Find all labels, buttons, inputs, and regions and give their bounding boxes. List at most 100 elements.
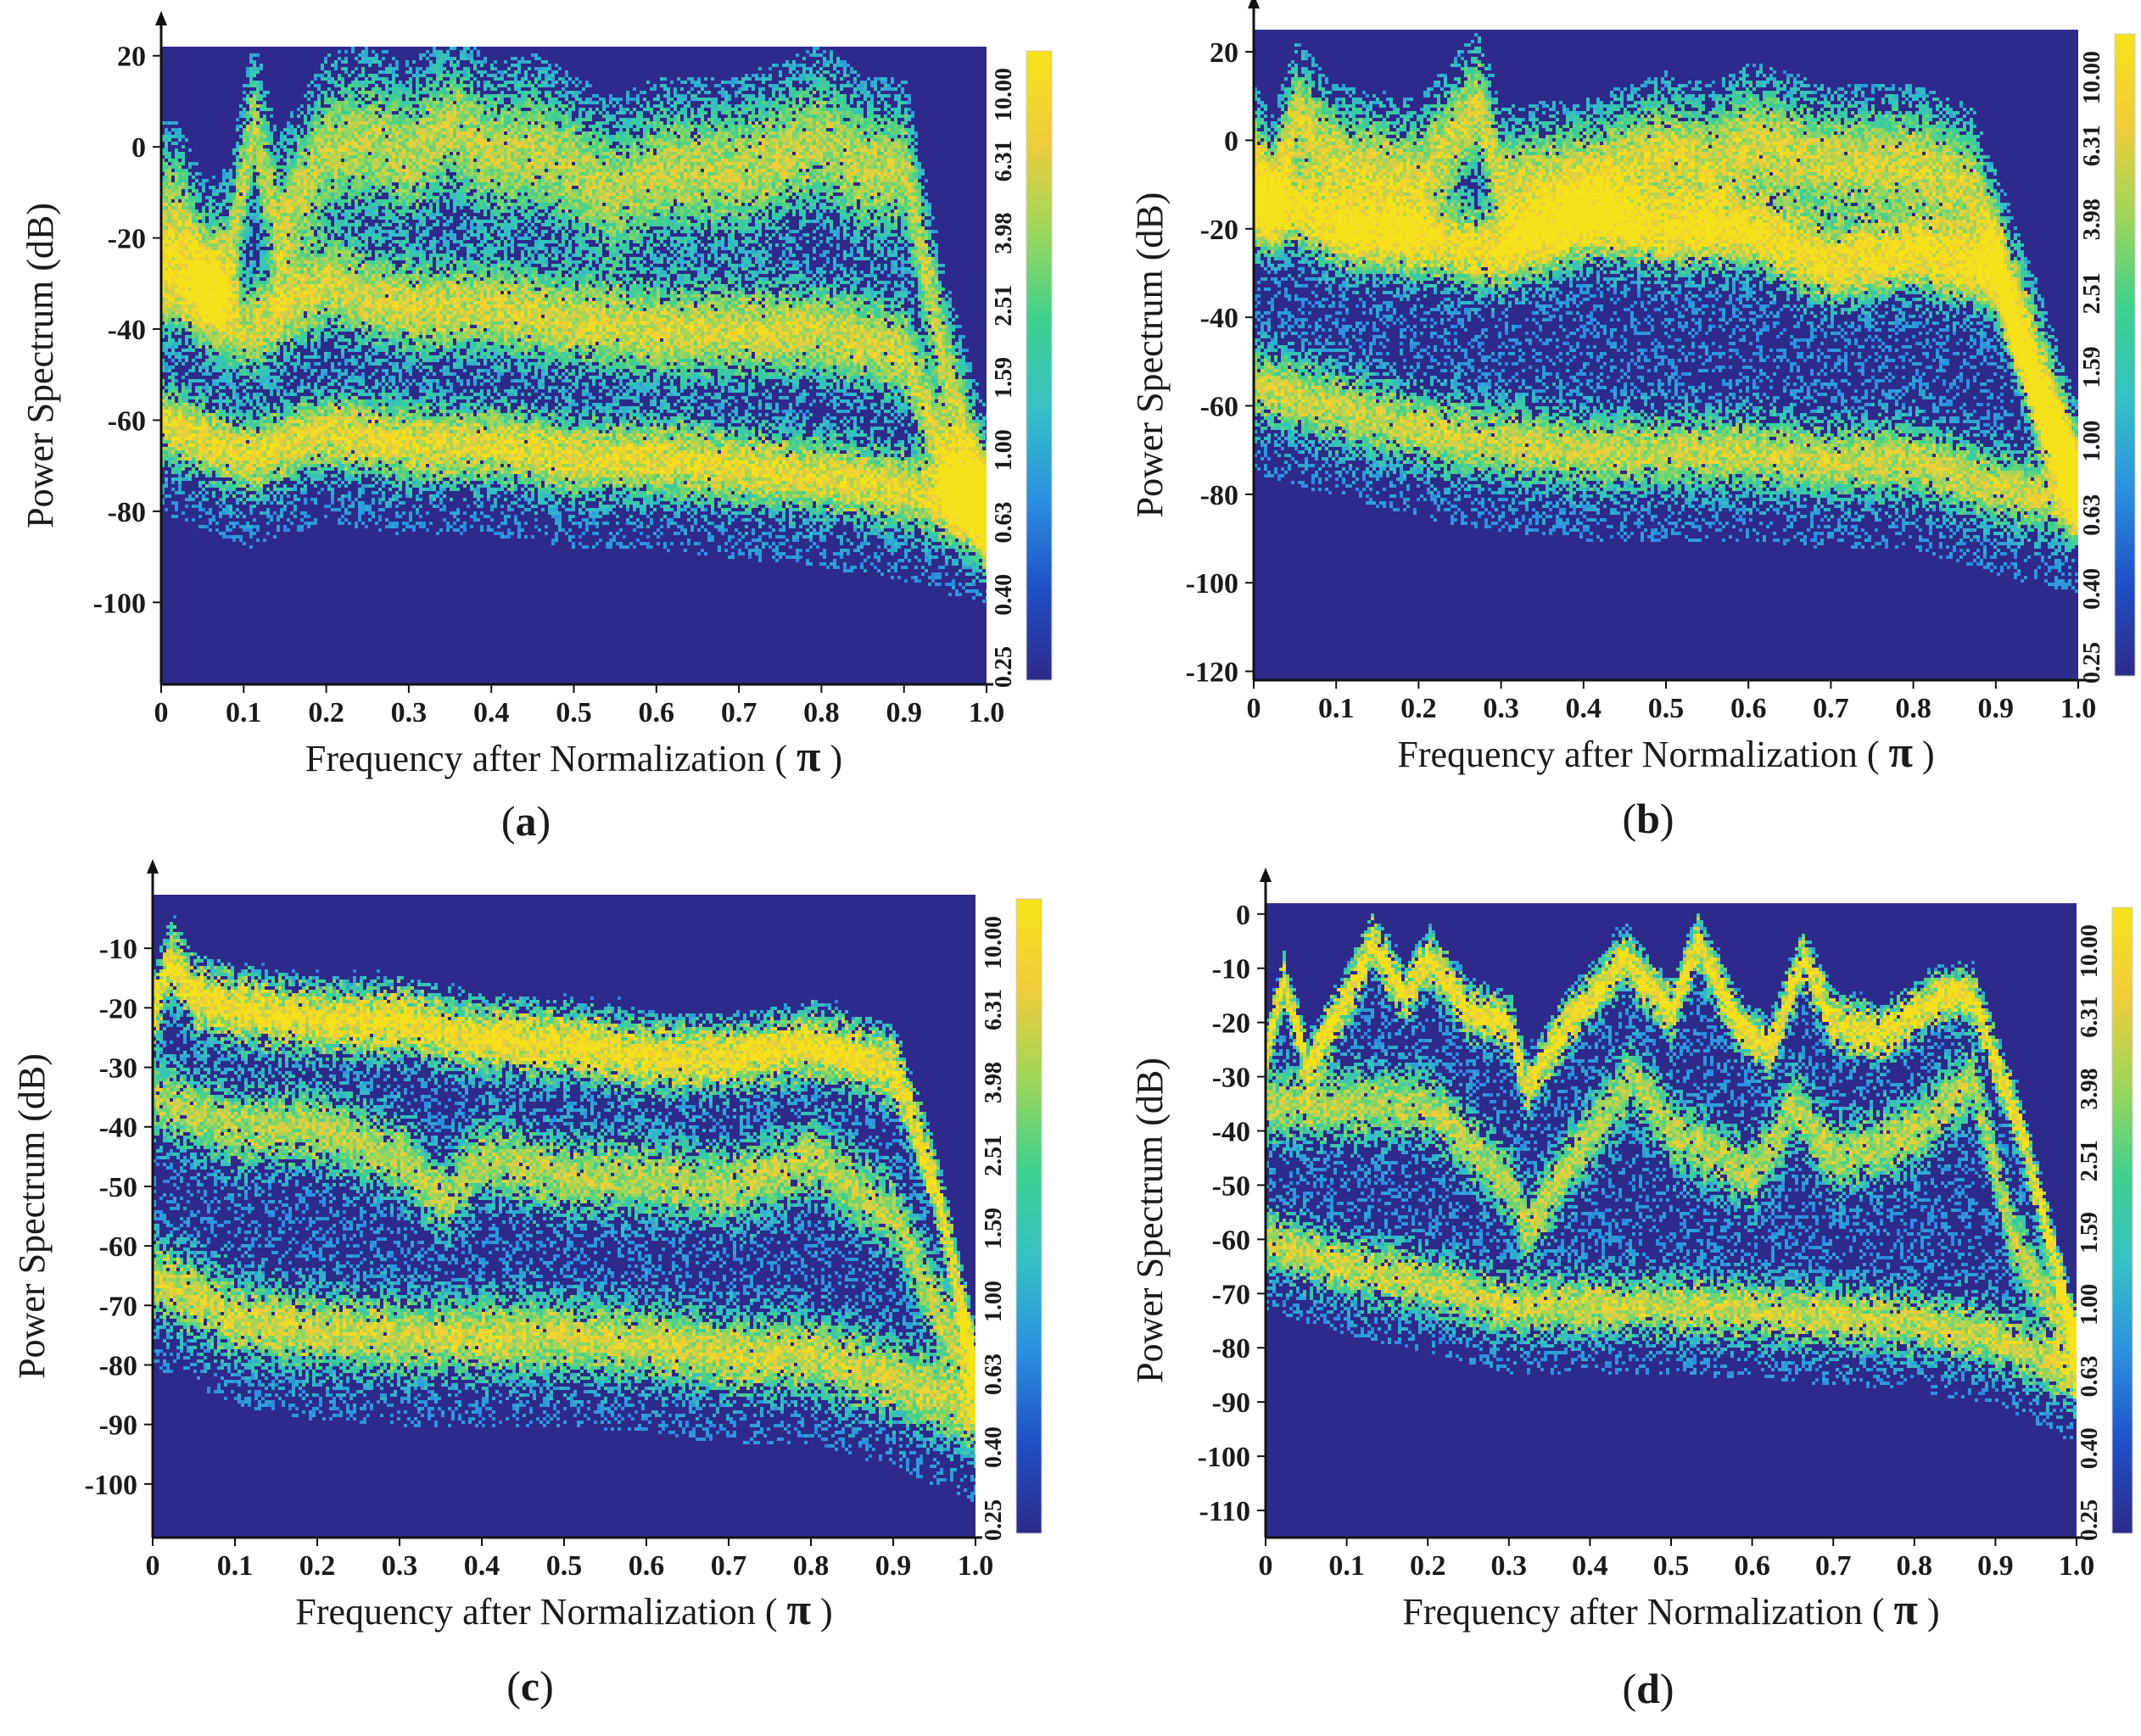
density-cell [188, 274, 192, 277]
density-cell [209, 237, 212, 240]
density-cell [338, 220, 341, 223]
density-cell [300, 430, 304, 433]
density-cell [256, 165, 260, 169]
density-cell [222, 416, 226, 420]
density-cell [165, 318, 168, 321]
density-cell [253, 420, 256, 423]
density-cell [334, 427, 338, 430]
density-cell [246, 393, 249, 396]
density-cell [229, 240, 232, 243]
density-cell [209, 338, 212, 342]
density-cell [229, 505, 232, 508]
density-cell [321, 437, 324, 440]
density-cell [205, 281, 209, 284]
density-cell [273, 494, 277, 498]
density-cell [188, 206, 192, 209]
density-cell [331, 315, 334, 318]
density-cell [219, 406, 222, 410]
density-cell [171, 416, 175, 420]
density-cell [324, 416, 327, 420]
density-cell [198, 410, 202, 413]
density-cell [270, 294, 273, 298]
density-cell [195, 430, 198, 433]
density-cell [256, 498, 260, 501]
density-cell [226, 494, 229, 498]
density-cell [280, 342, 283, 345]
density-cell [232, 287, 236, 291]
density-cell [178, 243, 182, 247]
density-cell [334, 193, 338, 196]
density-cell [324, 464, 327, 467]
density-cell [317, 118, 321, 121]
density-cell [253, 91, 256, 94]
density-cell [327, 159, 331, 162]
density-cell [293, 494, 297, 498]
density-cell [215, 284, 219, 287]
density-cell [300, 304, 304, 308]
density-cell [307, 233, 310, 237]
density-cell [310, 284, 314, 287]
density-cell [317, 84, 321, 87]
density-cell [321, 216, 324, 220]
density-cell [232, 328, 236, 332]
density-cell [229, 386, 232, 389]
density-cell [290, 186, 293, 189]
density-cell [192, 423, 195, 427]
density-cell [334, 64, 338, 67]
density-cell [297, 260, 300, 264]
density-cell [205, 318, 209, 321]
density-cell [260, 104, 263, 108]
density-cell [314, 328, 317, 332]
density-cell [249, 352, 253, 355]
density-cell [249, 444, 253, 447]
density-cell [229, 237, 232, 240]
density-cell [215, 444, 219, 447]
density-cell [331, 488, 334, 491]
density-cell [168, 257, 171, 260]
density-cell [324, 176, 327, 179]
density-cell [168, 193, 171, 196]
density-cell [263, 169, 266, 172]
density-cell [249, 450, 253, 454]
density-cell [314, 169, 317, 172]
density-cell [243, 186, 246, 189]
density-cell [178, 250, 182, 254]
density-cell [256, 125, 260, 128]
density-cell [270, 206, 273, 209]
density-cell [236, 359, 239, 362]
density-cell [198, 332, 202, 335]
density-cell [222, 484, 226, 488]
density-cell [307, 294, 310, 298]
density-cell [266, 237, 270, 240]
density-cell [307, 423, 310, 427]
density-cell [327, 389, 331, 393]
density-cell [185, 433, 188, 437]
density-cell [209, 291, 212, 294]
density-cell [236, 413, 239, 416]
density-cell [283, 335, 287, 338]
density-cell [192, 369, 195, 372]
density-cell [165, 193, 168, 196]
density-cell [195, 399, 198, 403]
density-cell [229, 274, 232, 277]
density-cell [277, 481, 280, 484]
density-cell [205, 304, 209, 308]
density-cell [253, 444, 256, 447]
density-cell [277, 264, 280, 267]
density-cell [266, 148, 270, 152]
density-cell [256, 70, 260, 74]
density-cell [175, 179, 178, 182]
density-cell [334, 450, 338, 454]
density-cell [243, 287, 246, 291]
density-cell [236, 240, 239, 243]
density-cell [226, 461, 229, 464]
density-cell [287, 437, 290, 440]
density-cell [175, 155, 178, 159]
density-cell [192, 338, 195, 342]
density-cell [232, 349, 236, 352]
density-cell [243, 155, 246, 159]
density-cell [178, 233, 182, 237]
density-cell [297, 308, 300, 311]
density-cell [246, 372, 249, 376]
density-cell [283, 206, 287, 209]
